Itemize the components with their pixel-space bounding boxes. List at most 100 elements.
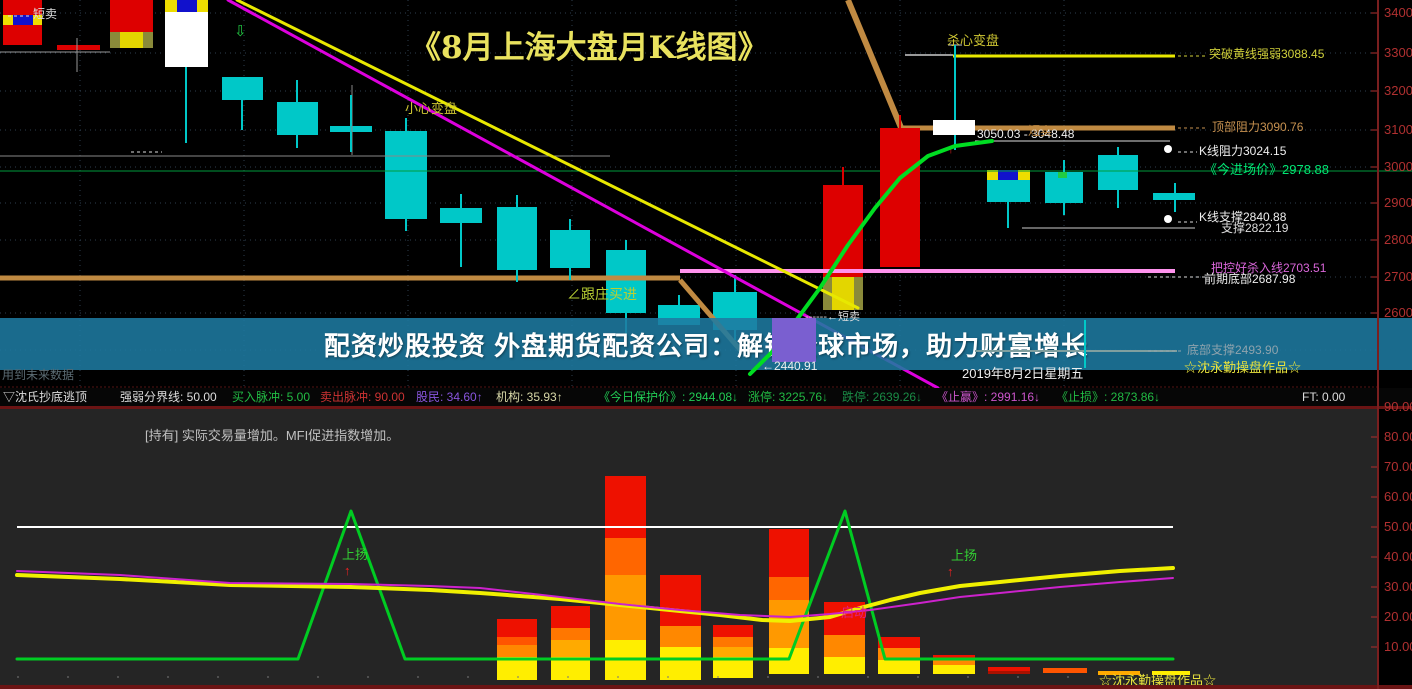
price-axis-label: 2800 [1384, 232, 1412, 247]
chart-rect [988, 667, 1030, 671]
price-axis-label: 2900 [1384, 195, 1412, 210]
chart-rect [713, 647, 753, 657]
chart-rect [497, 657, 537, 680]
chart-rect [605, 538, 646, 575]
chart-rect [713, 625, 753, 637]
chart-rect [1043, 668, 1087, 673]
price-axis-label: 3200 [1384, 83, 1412, 98]
status-item: 《今日保护价》: 2944.08↓ [598, 390, 739, 404]
annotation-label: 前期底部2687.98 [1204, 272, 1296, 286]
annotation-label: 底部支撑2493.90 [1187, 343, 1279, 357]
indicator-axis-label: 30.00 [1384, 579, 1412, 594]
annotation-label: 用到未来数据 [2, 368, 75, 382]
chart-rect [551, 628, 590, 640]
annotation-label: 顶部阻力3090.76 [1212, 120, 1304, 134]
divider [0, 406, 1412, 409]
annotation-label: ⇩ [234, 23, 247, 40]
chart-rect [832, 277, 854, 310]
indicator-axis-label: 80.00 [1384, 429, 1412, 444]
chart-rect [550, 230, 590, 268]
chart-rect [987, 180, 1030, 202]
chart-rect [824, 657, 865, 674]
status-item: 买入脉冲: 5.00 [232, 390, 311, 404]
chart-rect [1098, 671, 1140, 675]
price-axis-label: 2600 [1384, 305, 1412, 320]
chart-rect [33, 15, 42, 25]
chart-rect [497, 637, 537, 645]
chart-rect [824, 635, 865, 657]
chart-rect [143, 32, 153, 48]
chart-rect [823, 277, 832, 310]
chart-rect [878, 648, 920, 660]
annotation-label: 短卖 [33, 7, 58, 21]
price-axis-label: 2700 [1384, 269, 1412, 284]
chart-rect [988, 671, 1030, 674]
chart-rect [165, 12, 208, 67]
chart-rect [605, 575, 646, 640]
chart-rect [277, 102, 318, 135]
chart-rect [878, 660, 920, 674]
indicator-axis-label: 40.00 [1384, 549, 1412, 564]
status-item: 跌停: 2639.26↓ [842, 390, 923, 404]
chart-rect [772, 318, 816, 362]
annotation-label: ←2440.91 [762, 359, 818, 373]
chart-rect [854, 277, 863, 310]
chart-rect [3, 25, 42, 45]
chart-rect [823, 185, 863, 277]
price-axis-line [1377, 0, 1379, 689]
status-item: 《止损》: 2873.86↓ [1056, 390, 1161, 404]
chart-rect [165, 0, 177, 12]
chart-rect [551, 640, 590, 657]
chart-rect [713, 637, 753, 647]
chart-rect [933, 660, 975, 665]
annotation-label: [持有] 实际交易量增加。MFI促进指数增加。 [145, 428, 400, 443]
annotation-label: 支撑2822.19 [1221, 221, 1289, 235]
chart-rect [1152, 671, 1190, 675]
status-item: 《止赢》: 2991.16↓ [936, 390, 1041, 404]
chart-rect [987, 170, 998, 180]
indicator-status-bar: ▽沈氏抄底逃顶 强弱分界线: 50.00 买入脉冲: 5.00 卖出脉冲: 90.00… [0, 388, 1412, 406]
chart-rect [440, 208, 482, 223]
status-item: FT: 0.00 [1302, 390, 1346, 404]
price-axis-label: 3400 [1384, 5, 1412, 20]
annotation-label: 小心变盘 [405, 101, 458, 116]
indicator-axis-label: 90.00 [1384, 399, 1412, 414]
chart-rect [660, 647, 701, 680]
annotation-label: 启动 [841, 605, 868, 620]
annotation-label: 杀心变盘 [947, 33, 1000, 48]
page-title: 《8月上海大盘月K线图》 [410, 30, 769, 66]
annotation-label: 上扬 [951, 548, 978, 563]
chart-rect [497, 207, 537, 270]
annotation-label: ↑ [948, 142, 954, 156]
annotation-label: ↑ [947, 564, 954, 579]
chart-rect [120, 32, 143, 48]
status-item: 强弱分界线: 50.00 [120, 390, 217, 404]
status-item: 涨停: 3225.76↓ [748, 390, 829, 404]
chart-rect [769, 648, 809, 674]
annotation-label: 突破黄线强弱3088.45 [1209, 47, 1325, 61]
indicator-axis-label: 10.00 [1384, 639, 1412, 654]
annotation-label: K线阻力3024.15 [1199, 144, 1287, 158]
chart-rect [605, 476, 646, 538]
indicator-axis-label: 50.00 [1384, 519, 1412, 534]
indicator-axis-label: 70.00 [1384, 459, 1412, 474]
chart-rect [551, 606, 590, 628]
chart-rect [1018, 170, 1030, 180]
annotation-label: 短卖 [1028, 124, 1053, 138]
annotation-label: 《今进场价》2978.88 [1204, 162, 1329, 177]
status-item: 卖出脉冲: 90.00 [320, 390, 405, 404]
chart-rect [551, 657, 590, 680]
annotation-label: ------←短卖 [805, 311, 860, 323]
status-item: 机构: 35.93↑ [496, 390, 563, 404]
chart-rect [769, 600, 809, 648]
chart-rect [933, 120, 975, 135]
chart-rect [497, 645, 537, 657]
chart-rect [713, 657, 753, 678]
chart-rect [497, 619, 537, 637]
annotation-label: ☆沈永勤操盘作品☆ [1184, 360, 1302, 375]
chart-rect [222, 77, 263, 100]
chart-rect [57, 45, 100, 50]
status-item: ▽沈氏抄底逃顶 [3, 390, 88, 404]
chart-rect [769, 529, 809, 577]
